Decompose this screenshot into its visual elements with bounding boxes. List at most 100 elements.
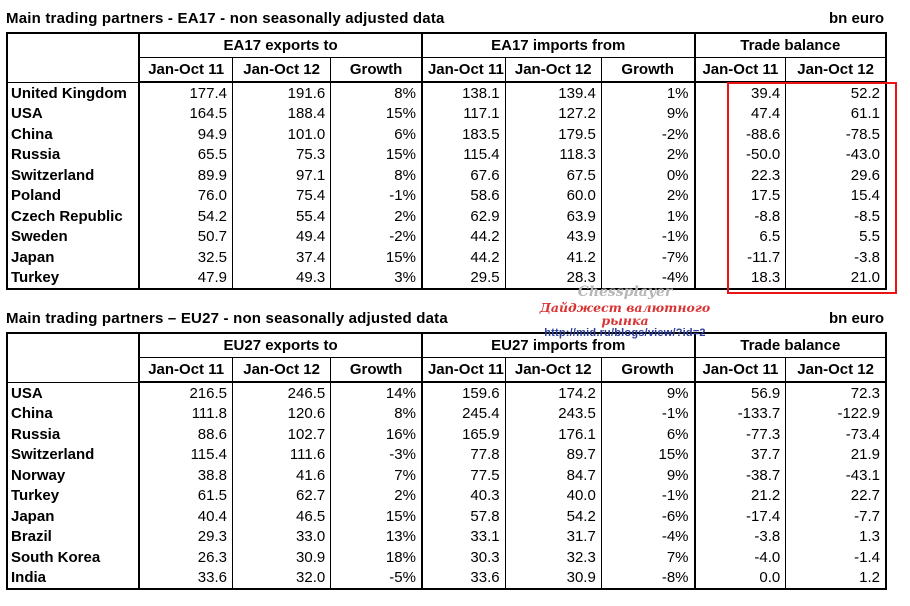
column-header: Jan-Oct 12 — [785, 57, 886, 83]
value-cell: 21.0 — [785, 267, 886, 289]
value-cell: 89.9 — [138, 165, 233, 186]
eu27-table-body: USA 216.5 246.5 14% 159.6 174.2 9% 56.9 72.3 Chin… — [7, 382, 886, 589]
country-cell: Norway — [11, 466, 66, 484]
table-row: Switzerland 115.4 111.6 -3% 77.8 89.7 15% 37.7 2… — [7, 444, 886, 465]
value-cell: 18.3 — [693, 267, 786, 289]
country-cell: Poland — [11, 187, 62, 205]
value-cell: 120.6 — [231, 403, 331, 424]
page-title-ea17: Main trading partners - EA17 - non seaso… — [6, 9, 445, 27]
group-header-exports: EU27 exports to — [138, 333, 422, 358]
table-row: Japan 40.4 46.5 15% 57.8 54.2 -6% -17.4 -7.7 — [7, 506, 886, 527]
value-cell: -2% — [600, 124, 695, 145]
highlight-box — [727, 82, 897, 294]
value-cell: 22.3 — [693, 165, 786, 186]
column-header: Jan-Oct 12 — [785, 357, 886, 383]
column-header: Growth — [600, 357, 695, 383]
country-cell: USA — [11, 105, 43, 123]
table-row: Russia 88.6 102.7 16% 165.9 176.1 6% -77.3 -73.4 — [7, 424, 886, 445]
table-row: USA 164.5 188.4 15% 117.1 127.2 9% 47.4 61.1 — [7, 103, 886, 124]
table-row: Brazil 29.3 33.0 13% 33.1 31.7 -4% -3.8 1.3 — [7, 526, 886, 547]
value-cell: 29.5 — [420, 267, 506, 289]
value-cell: 67.5 — [504, 165, 602, 186]
value-cell: 28.3 — [504, 267, 602, 289]
value-cell: -122.9 — [785, 403, 886, 424]
value-cell: 174.2 — [504, 382, 602, 404]
value-cell: -3.8 — [785, 247, 886, 268]
ea17-table-head: EA17 exports to EA17 imports from Trade … — [7, 33, 886, 83]
value-cell: 33.0 — [231, 526, 331, 547]
value-cell: 72.3 — [785, 382, 886, 404]
eu27-table: EU27 exports to EU27 imports from Trade … — [6, 332, 887, 590]
country-cell: India — [11, 569, 47, 587]
value-cell: 7% — [330, 465, 422, 486]
value-cell: 8% — [330, 403, 422, 424]
value-cell: -4% — [600, 267, 695, 289]
value-cell: 33.6 — [420, 567, 506, 589]
value-cell: 44.2 — [420, 247, 506, 268]
column-header-row: Jan-Oct 11 Jan-Oct 12 Growth Jan-Oct 11 … — [7, 357, 886, 383]
value-cell: 15% — [330, 144, 422, 165]
country-cell: Brazil — [11, 528, 52, 546]
value-cell: 40.4 — [138, 506, 233, 527]
group-header-row: EU27 exports to EU27 imports from Trade … — [7, 333, 886, 383]
table-row: South Korea 26.3 30.9 18% 30.3 32.3 7% -4.0 -1.4 — [7, 547, 886, 568]
value-cell: 7% — [600, 547, 695, 568]
value-cell: 47.9 — [138, 267, 233, 289]
column-header: Growth — [600, 57, 695, 83]
value-cell: 77.8 — [420, 444, 506, 465]
table-row: Poland 76.0 75.4 -1% 58.6 60.0 2% 17.5 15.4 — [7, 185, 886, 206]
country-cell: South Korea — [11, 548, 101, 566]
value-cell: 183.5 — [420, 124, 506, 145]
value-cell: 22.7 — [785, 485, 886, 506]
value-cell: 191.6 — [231, 82, 331, 104]
value-cell: 61.5 — [138, 485, 233, 506]
value-cell: 111.6 — [231, 444, 331, 465]
value-cell: 245.4 — [420, 403, 506, 424]
value-cell: 29.3 — [138, 526, 233, 547]
value-cell: 1.2 — [785, 567, 886, 589]
value-cell: 31.7 — [504, 526, 602, 547]
value-cell: 50.7 — [138, 226, 233, 247]
group-header-balance: Trade balance — [693, 333, 886, 358]
value-cell: -17.4 — [693, 506, 786, 527]
report-sheet: Main trading partners - EA17 - non seaso… — [6, 6, 904, 590]
value-cell: -3.8 — [693, 526, 786, 547]
group-header-balance: Trade balance — [693, 33, 886, 58]
table-row: United Kingdom 177.4 191.6 8% 138.1 139.4 1% 39… — [7, 82, 886, 104]
value-cell: 43.9 — [504, 226, 602, 247]
value-cell: 40.0 — [504, 485, 602, 506]
value-cell: 30.9 — [231, 547, 331, 568]
value-cell: 6% — [330, 124, 422, 145]
value-cell: 2% — [330, 206, 422, 227]
value-cell: 6.5 — [693, 226, 786, 247]
value-cell: 32.3 — [504, 547, 602, 568]
table-row: India 33.6 32.0 -5% 33.6 30.9 -8% 0.0 1.2 — [7, 567, 886, 589]
value-cell: 118.3 — [504, 144, 602, 165]
value-cell: 17.5 — [693, 185, 786, 206]
group-header-exports: EA17 exports to — [138, 33, 422, 58]
unit-label-eu27: bn euro — [829, 309, 884, 327]
value-cell: -1% — [330, 185, 422, 206]
value-cell: -7% — [600, 247, 695, 268]
value-cell: 55.4 — [231, 206, 331, 227]
value-cell: 75.4 — [231, 185, 331, 206]
value-cell: 15% — [600, 444, 695, 465]
value-cell: 188.4 — [231, 103, 331, 124]
value-cell: 15% — [330, 103, 422, 124]
column-header: Jan-Oct 12 — [504, 357, 602, 383]
country-cell: Turkey — [11, 269, 60, 287]
value-cell: -78.5 — [785, 124, 886, 145]
value-cell: 216.5 — [138, 382, 233, 404]
country-cell: Russia — [11, 425, 61, 443]
value-cell: 9% — [600, 465, 695, 486]
page-title-eu27: Main trading partners – EU27 - non seaso… — [6, 309, 448, 327]
country-cell: USA — [11, 384, 43, 402]
country-cell: Sweden — [11, 228, 68, 246]
value-cell: 0% — [600, 165, 695, 186]
ea17-title-bar: Main trading partners - EA17 - non seaso… — [6, 6, 904, 30]
value-cell: 246.5 — [231, 382, 331, 404]
value-cell: 101.0 — [231, 124, 331, 145]
value-cell: -43.0 — [785, 144, 886, 165]
eu27-title-bar: Main trading partners – EU27 - non seaso… — [6, 306, 904, 330]
value-cell: 44.2 — [420, 226, 506, 247]
